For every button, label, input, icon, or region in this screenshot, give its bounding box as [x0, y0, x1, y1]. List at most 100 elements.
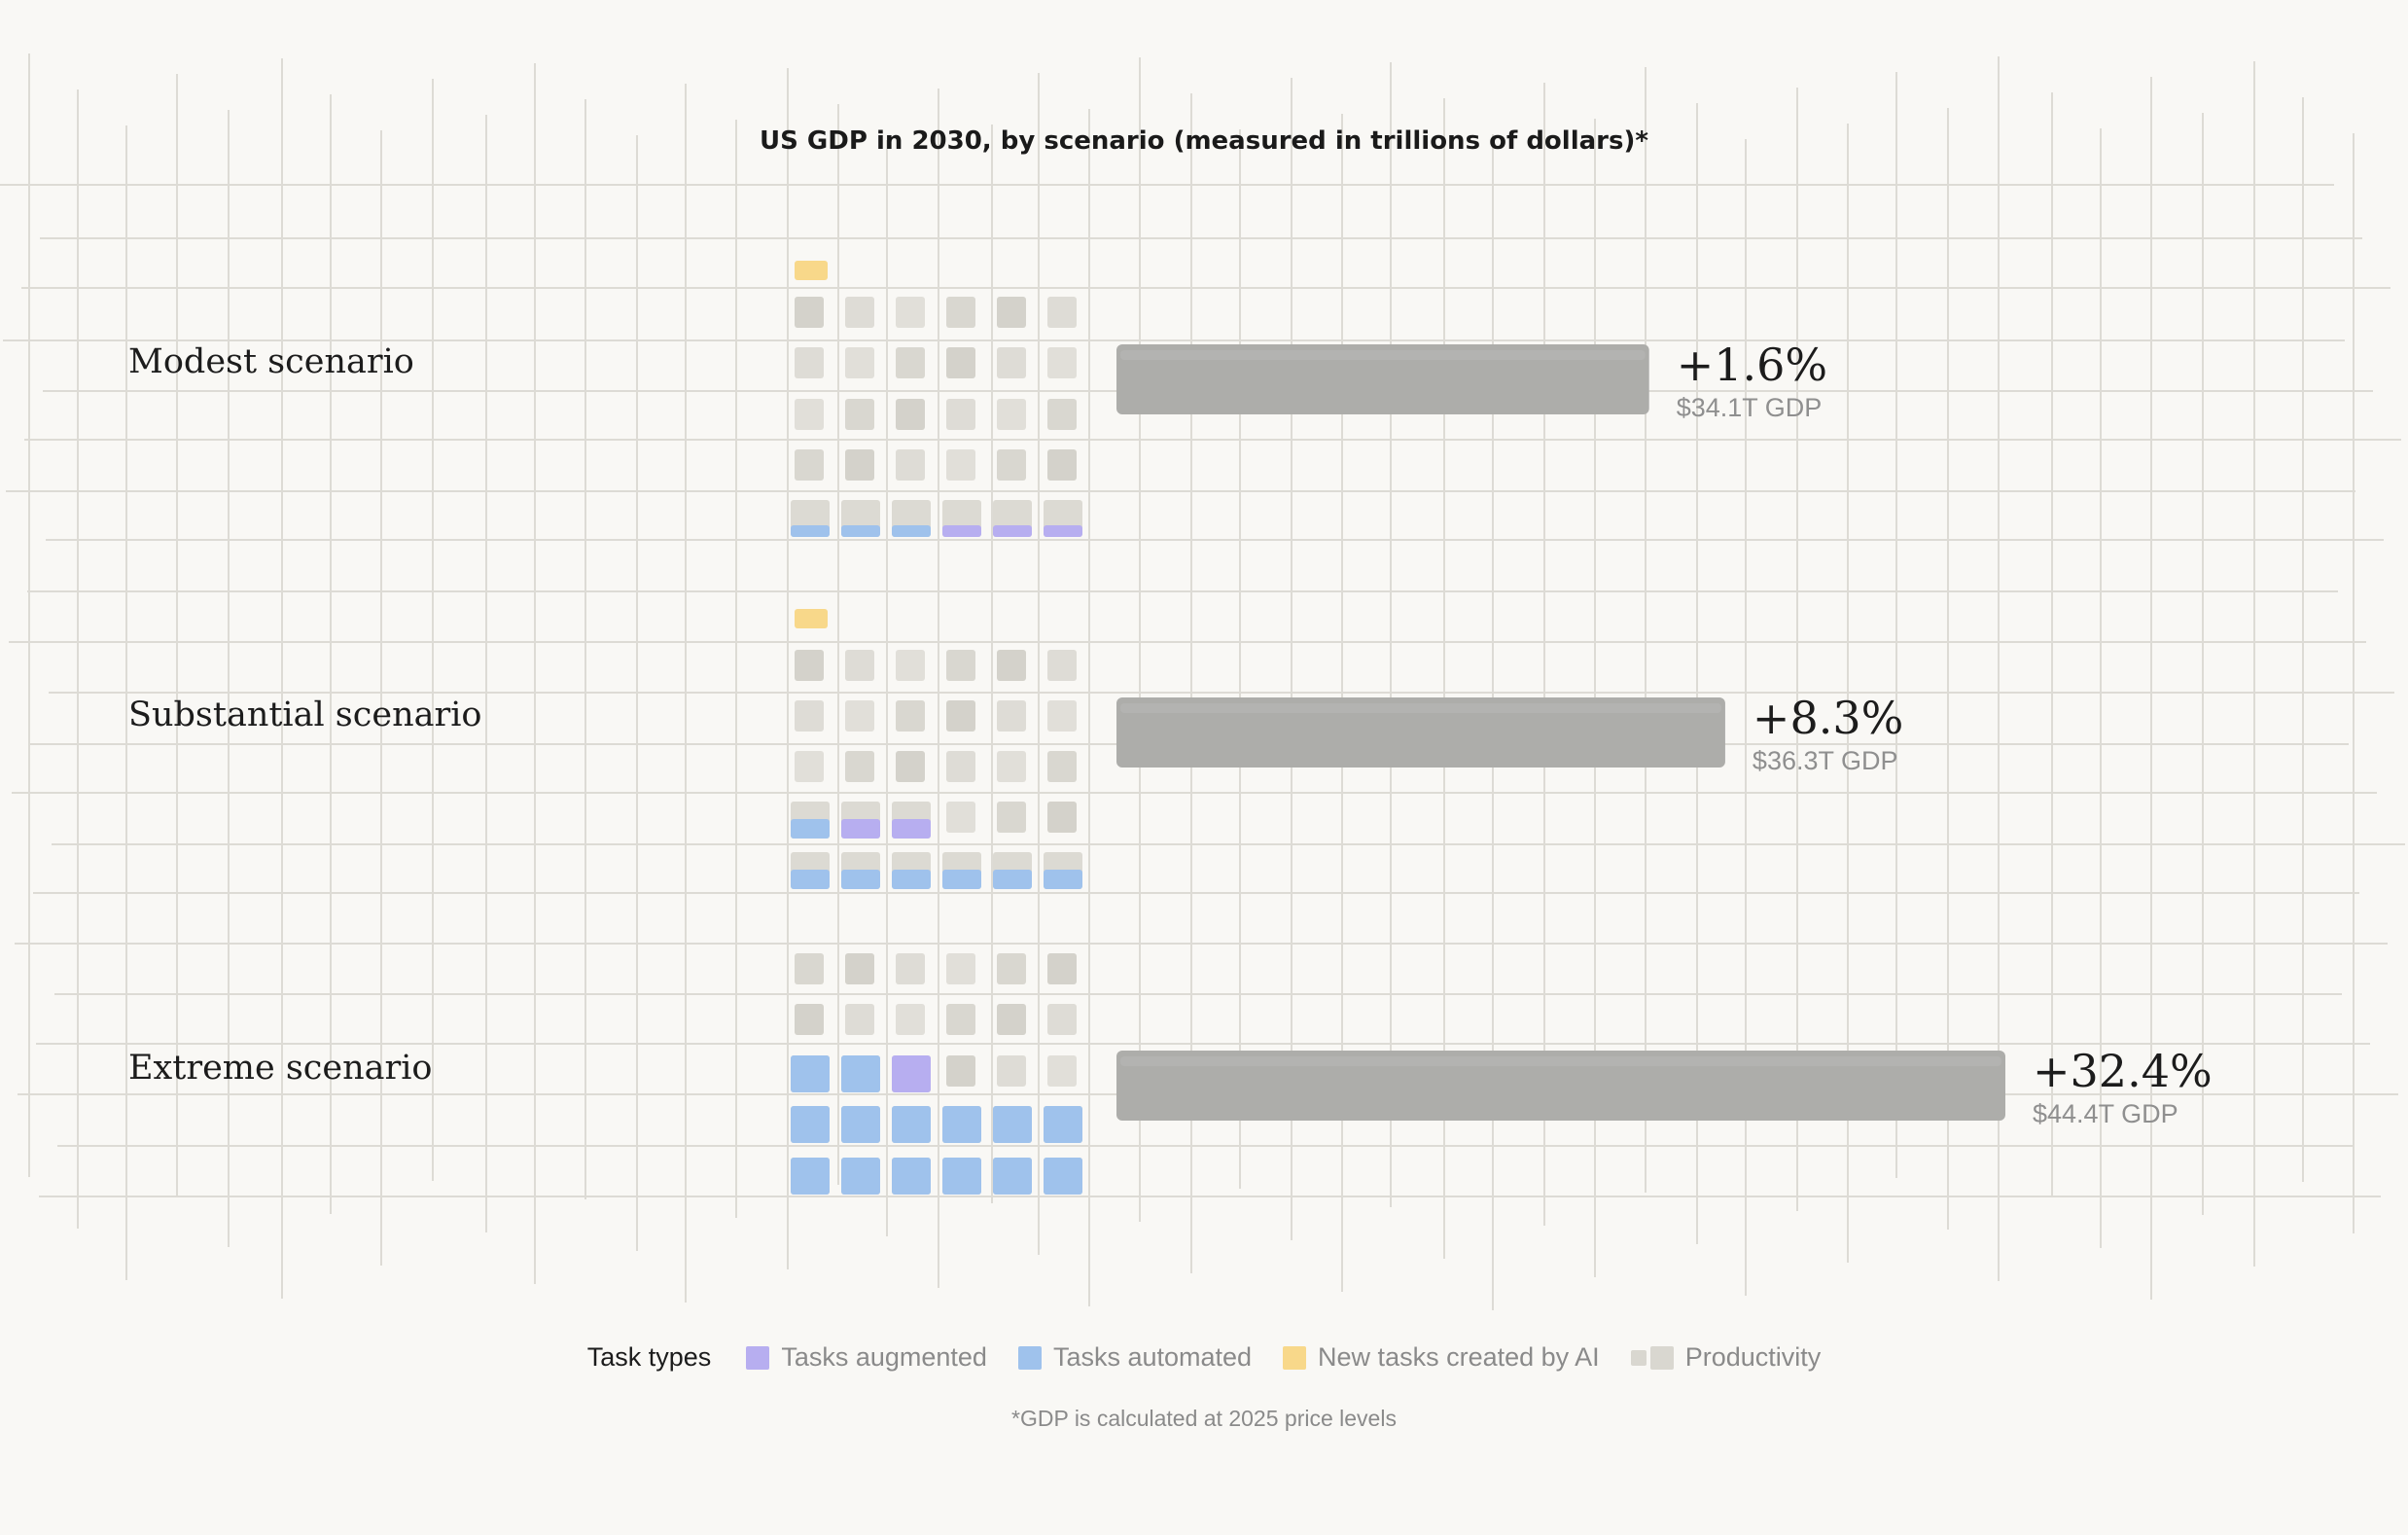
bar-group	[1116, 344, 1649, 414]
legend-swatch-productivity-large	[1649, 1345, 1674, 1370]
legend-swatch-augmented	[746, 1345, 770, 1370]
gdp-bar	[1116, 344, 1649, 414]
waffle-cell-automated	[1044, 1106, 1082, 1143]
gdp-bar-highlight	[1120, 1056, 2001, 1066]
gdp-bar-highlight	[1120, 350, 1646, 360]
gdp-label-substantial: $36.3T GDP	[1752, 746, 1898, 775]
waffle-cell-productivity	[795, 399, 824, 430]
legend-item-augmented: Tasks augmented	[746, 1342, 987, 1373]
waffle-cell-productivity	[795, 751, 824, 782]
waffle-cell-productivity	[997, 650, 1026, 681]
waffle-cell-automated	[841, 1158, 880, 1195]
scenario-label-modest: Modest scenario	[128, 342, 414, 381]
waffle-cell-productivity	[1047, 700, 1077, 732]
waffle-cell-productivity	[997, 1055, 1026, 1087]
legend-swatch-productivity	[1630, 1345, 1674, 1370]
waffle-cell-productivity	[845, 700, 874, 732]
waffle-cell-productivity	[845, 449, 874, 481]
waffle-cell-productivity	[946, 802, 975, 833]
legend-label-new-tasks: New tasks created by AI	[1318, 1342, 1600, 1372]
waffle-cell-productivity	[845, 297, 874, 328]
waffle-cell-productivity	[896, 297, 925, 328]
waffle-cell-productivity	[1047, 297, 1077, 328]
growth-label-extreme: +32.4%	[2033, 1045, 2213, 1097]
waffle-cell-automated	[942, 1158, 981, 1195]
waffle-cell-automated	[942, 870, 981, 889]
waffle-cell-productivity	[896, 953, 925, 984]
waffle-cell-augmented	[1044, 525, 1082, 537]
chart-title: US GDP in 2030, by scenario (measured in…	[760, 126, 1648, 156]
waffle-cell-productivity	[997, 751, 1026, 782]
legend-label-productivity: Productivity	[1684, 1342, 1822, 1372]
waffle-cell-productivity	[845, 953, 874, 984]
waffle-cell-productivity	[946, 449, 975, 481]
waffle-cell-productivity	[1047, 1055, 1077, 1087]
scenario-label-substantial: Substantial scenario	[128, 696, 482, 734]
waffle-cell-productivity	[946, 953, 975, 984]
waffle-cell-productivity	[946, 751, 975, 782]
waffle-cell-productivity	[896, 751, 925, 782]
waffle-cell-augmented	[892, 819, 931, 839]
legend-item-new-tasks: New tasks created by AI	[1283, 1342, 1600, 1373]
waffle-cell-automated	[892, 1158, 931, 1195]
waffle-cell-productivity	[946, 650, 975, 681]
waffle-cell-productivity	[795, 297, 824, 328]
waffle-cell-productivity	[997, 449, 1026, 481]
waffle-cell-productivity	[795, 347, 824, 378]
waffle-cell-automated	[791, 819, 830, 839]
waffle-cell-productivity	[1047, 449, 1077, 481]
waffle-cell-productivity	[845, 650, 874, 681]
growth-label-substantial: +8.3%	[1752, 692, 1904, 744]
waffle-cell-productivity	[896, 399, 925, 430]
waffle-cell-augmented	[892, 1055, 931, 1092]
waffle-cell-automated	[791, 870, 830, 889]
waffle-cell-productivity	[845, 399, 874, 430]
legend-swatch-productivity-small	[1630, 1349, 1647, 1366]
waffle-cell-productivity	[997, 1004, 1026, 1035]
waffle-cell-automated	[791, 525, 830, 537]
waffle-cell-automated	[841, 870, 880, 889]
waffle-cell-productivity	[795, 650, 824, 681]
gdp-label-extreme: $44.4T GDP	[2033, 1099, 2178, 1128]
waffle-cell-automated	[993, 1158, 1032, 1195]
waffle-cell-productivity	[896, 449, 925, 481]
scenario-label-extreme: Extreme scenario	[128, 1049, 433, 1088]
bar-group	[1116, 697, 1725, 768]
waffle-cell-new-tasks	[795, 609, 828, 628]
waffle-cell-productivity	[1047, 1004, 1077, 1035]
waffle-cell-productivity	[1047, 399, 1077, 430]
waffle-cell-productivity	[1047, 650, 1077, 681]
legend-swatch-new-tasks	[1283, 1345, 1307, 1370]
waffle-cell-automated	[892, 1106, 931, 1143]
waffle-cell-productivity	[845, 751, 874, 782]
waffle-cell-productivity	[795, 953, 824, 984]
waffle-cell-productivity	[1047, 347, 1077, 378]
gdp-bar	[1116, 1051, 2005, 1121]
waffle-cell-automated	[1044, 1158, 1082, 1195]
waffle-cell-productivity	[795, 1004, 824, 1035]
waffle-cell-productivity	[946, 700, 975, 732]
waffle-cell-productivity	[946, 1055, 975, 1087]
waffle-cell-automated	[791, 1055, 830, 1092]
legend-swatch-automated	[1017, 1345, 1042, 1370]
waffle-cell-productivity	[997, 953, 1026, 984]
bar-group	[1116, 1051, 2005, 1121]
waffle-cell-new-tasks	[795, 261, 828, 280]
waffle-cell-productivity	[946, 1004, 975, 1035]
legend: Task types Tasks augmented Tasks automat…	[0, 1342, 2408, 1373]
legend-label-augmented: Tasks augmented	[781, 1342, 987, 1372]
gdp-label-modest: $34.1T GDP	[1676, 393, 1823, 422]
waffle-cell-productivity	[1047, 953, 1077, 984]
waffle-cell-productivity	[997, 700, 1026, 732]
waffle-cell-automated	[791, 1158, 830, 1195]
waffle-cell-automated	[892, 525, 931, 537]
waffle-cell-automated	[993, 1106, 1032, 1143]
waffle-cell-automated	[892, 870, 931, 889]
legend-label-automated: Tasks automated	[1052, 1342, 1253, 1372]
waffle-cell-automated	[942, 1106, 981, 1143]
waffle-cell-productivity	[795, 700, 824, 732]
waffle-cell-productivity	[896, 1004, 925, 1035]
waffle-cell-automated	[1044, 870, 1082, 889]
